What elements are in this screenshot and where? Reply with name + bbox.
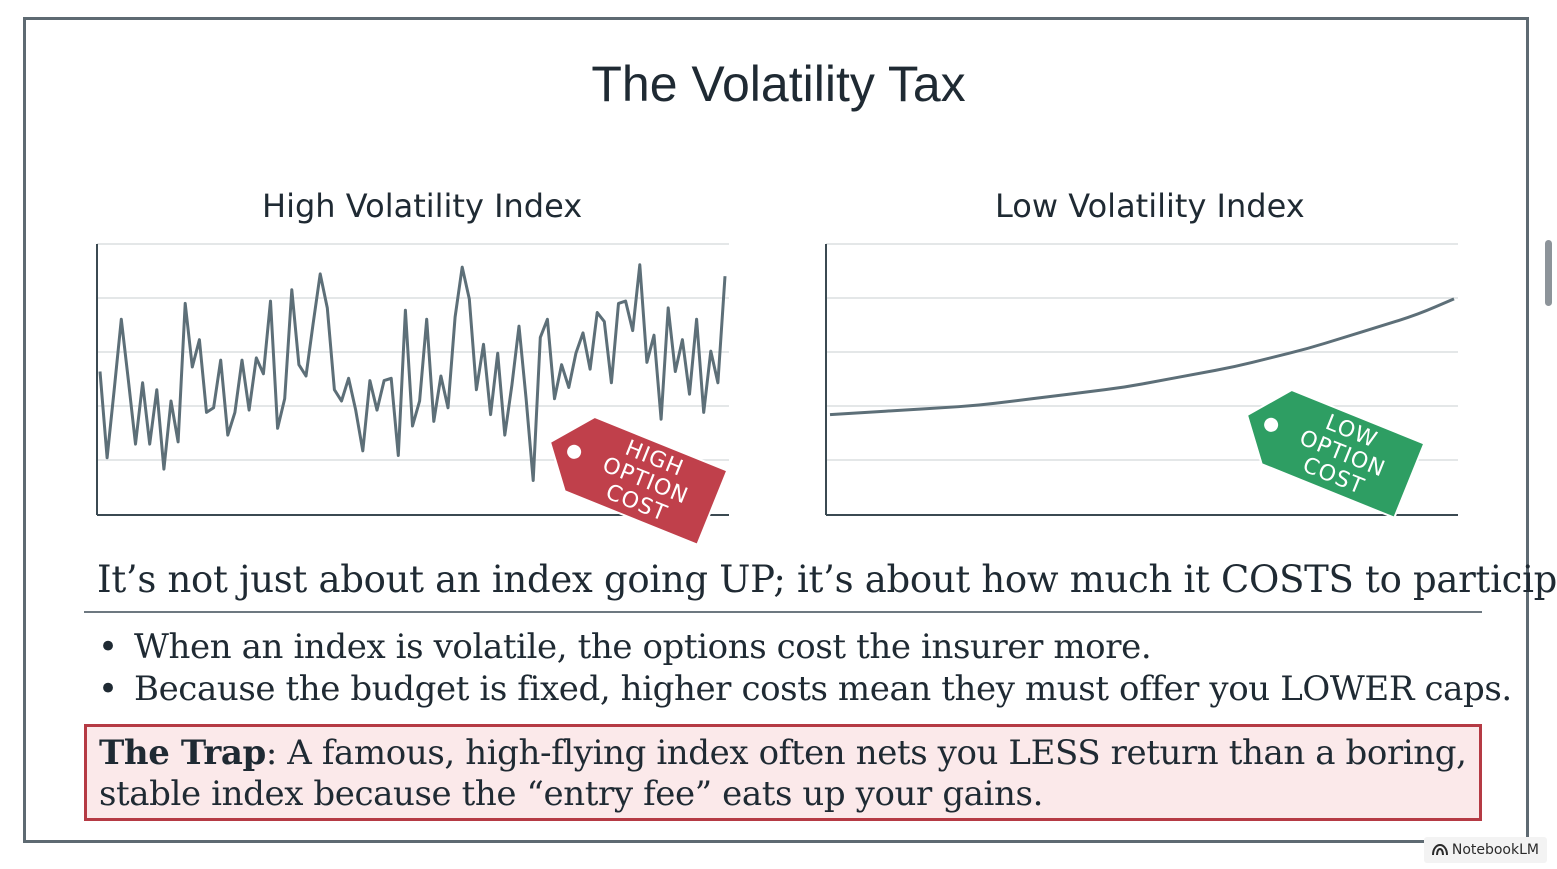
scrollbar-thumb[interactable]: [1545, 240, 1552, 306]
bullet-item: • When an index is volatile, the options …: [96, 626, 1512, 668]
slide-title: The Volatility Tax: [591, 56, 966, 112]
low-volatility-chart-title: Low Volatility Index: [995, 187, 1305, 225]
price-tag-hole: [567, 444, 582, 459]
bullet-text: When an index is volatile, the options c…: [134, 627, 1152, 667]
bullet-list: • When an index is volatile, the options …: [96, 626, 1512, 710]
bullet-text: Because the budget is fixed, higher cost…: [134, 669, 1512, 709]
price-tag-body: [1246, 388, 1426, 519]
trap-callout: The Trap: A famous, high-flying index of…: [84, 724, 1482, 821]
divider: [84, 611, 1482, 613]
price-tag-body: [549, 415, 729, 546]
high-volatility-chart-title: High Volatility Index: [262, 187, 583, 225]
trap-text: : A famous, high-flying index often nets…: [99, 733, 1467, 814]
bullet-dot: •: [98, 669, 118, 709]
intro-statement: It’s not just about an index going UP; i…: [97, 558, 1557, 601]
notebooklm-logo-icon: [1431, 844, 1448, 856]
bullet-item: • Because the budget is fixed, higher cos…: [96, 668, 1512, 710]
series-line: [829, 297, 1455, 417]
price-tag-hole: [1264, 417, 1279, 432]
bullet-dot: •: [98, 627, 118, 667]
badge-label: NotebookLM: [1451, 842, 1539, 858]
series-line: [98, 263, 727, 482]
trap-label: The Trap: [99, 733, 266, 773]
notebooklm-badge[interactable]: NotebookLM: [1423, 837, 1547, 863]
